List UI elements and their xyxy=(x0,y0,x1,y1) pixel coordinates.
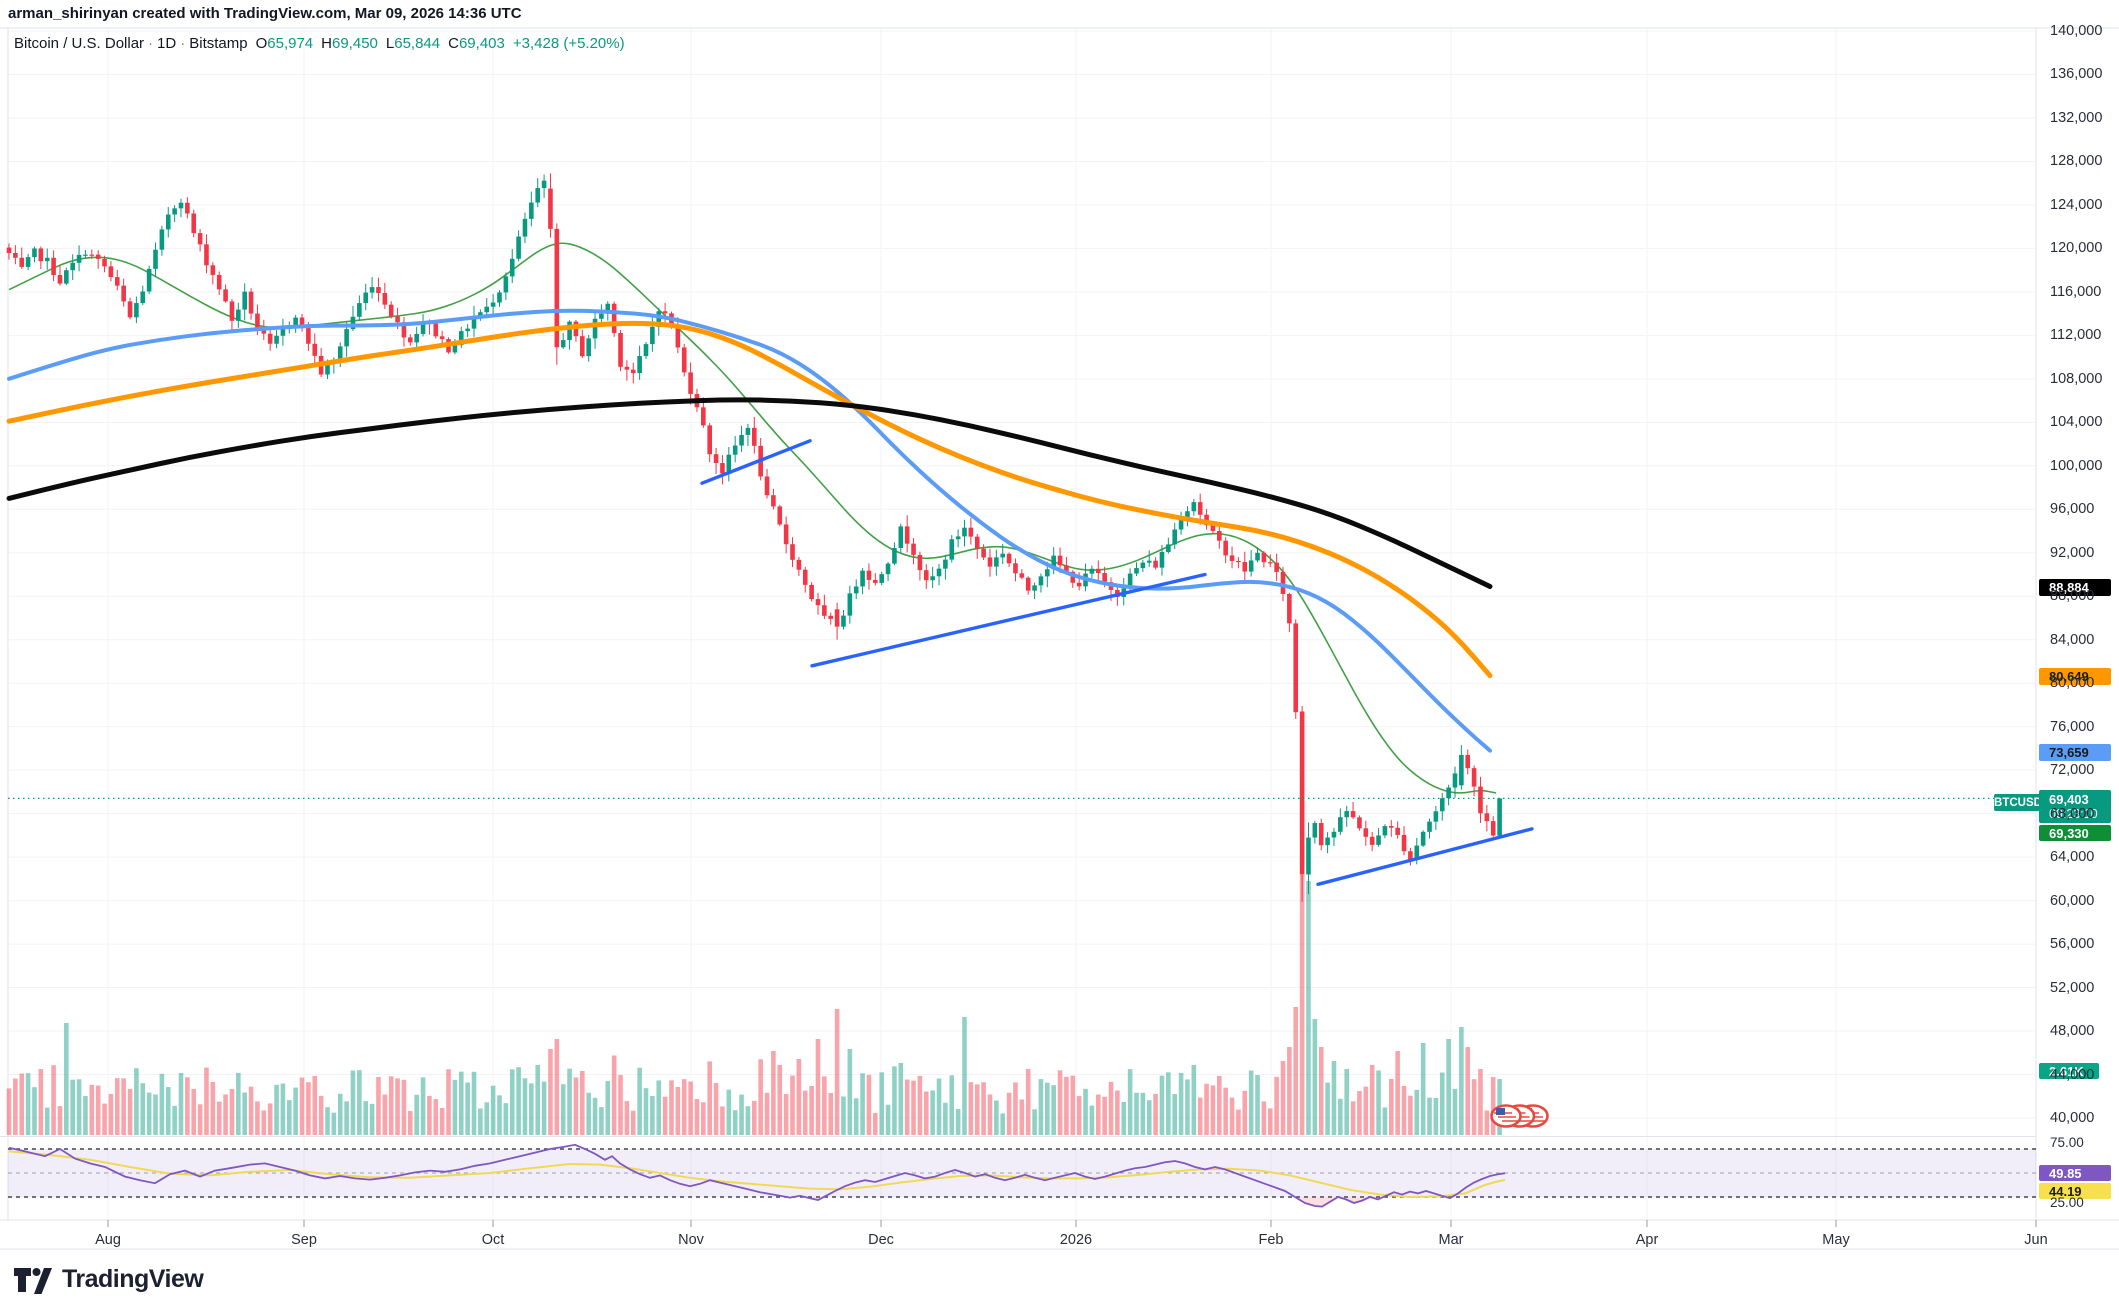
pane-borders xyxy=(0,27,2119,1250)
symbol-legend: Bitcoin / U.S. Dollar · 1D · Bitstamp O65,974… xyxy=(14,35,625,52)
tradingview-logo[interactable]: TradingView xyxy=(14,1265,204,1294)
symbol-price-marker: BTCUSD xyxy=(1994,794,2042,811)
time-axis-label[interactable]: Aug xyxy=(95,1232,121,1248)
price-axis-label[interactable]: 60,000 xyxy=(2050,892,2095,909)
price-axis-label[interactable]: 40,000 xyxy=(2050,1110,2095,1126)
legend-separator: · xyxy=(148,35,154,52)
price-axis-label[interactable]: 76,000 xyxy=(2050,718,2095,735)
price-axis-label[interactable]: 124,000 xyxy=(2050,196,2103,213)
low-value: 65,844 xyxy=(394,35,441,52)
time-axis-ticks xyxy=(107,1220,2037,1227)
time-axis-label[interactable]: Apr xyxy=(1635,1232,1659,1248)
price-axis-label[interactable]: 80,000 xyxy=(2050,675,2095,692)
price-axis-label[interactable]: 88,000 xyxy=(2050,588,2095,605)
price-axis-label[interactable]: 100,000 xyxy=(2050,457,2103,474)
price-axis-label[interactable]: 140,000 xyxy=(2050,23,2103,39)
price-axis-label[interactable]: 52,000 xyxy=(2050,979,2095,996)
exchange-label[interactable]: Bitstamp xyxy=(189,35,248,52)
high-label: H xyxy=(321,35,332,52)
open-value: 65,974 xyxy=(267,35,314,52)
price-axis-label[interactable]: 44,000 xyxy=(2050,1066,2095,1083)
grid-lines xyxy=(8,28,2037,1220)
interval-label[interactable]: 1D xyxy=(157,35,177,52)
rsi-value-tag: 49.85 xyxy=(2039,1165,2111,1181)
time-axis-label[interactable]: Jun xyxy=(2024,1232,2048,1248)
close-label: C xyxy=(448,35,459,52)
tradingview-logo-icon xyxy=(14,1267,52,1294)
legend-separator: · xyxy=(180,35,186,52)
rsi-scale-75[interactable]: 75.00 xyxy=(2050,1135,2084,1150)
volume-value-tag: 2.61K xyxy=(2039,1063,2099,1079)
price-axis-label[interactable]: 120,000 xyxy=(2050,240,2103,257)
price-axis-label[interactable]: 104,000 xyxy=(2050,414,2103,431)
price-axis-label[interactable]: 72,000 xyxy=(2050,762,2095,779)
time-axis-label[interactable]: 2026 xyxy=(1059,1232,1093,1248)
symbol-name[interactable]: Bitcoin / U.S. Dollar xyxy=(14,35,145,52)
attribution-text: arman_shirinyan created with TradingView… xyxy=(8,5,522,22)
open-label: O xyxy=(255,35,268,52)
low-label: L xyxy=(385,35,395,52)
last-price-tag[interactable]: 69,403 09:23:10 xyxy=(2039,790,2111,823)
price-axis-label[interactable]: 48,000 xyxy=(2050,1023,2095,1040)
last-price-value: 69,403 xyxy=(2049,791,2089,807)
rsi-pane xyxy=(8,1143,2036,1208)
price-axis-label[interactable]: 128,000 xyxy=(2050,153,2103,170)
time-axis-label[interactable]: Dec xyxy=(868,1232,894,1248)
high-value: 69,450 xyxy=(332,35,378,52)
price-axis-label[interactable]: 64,000 xyxy=(2050,849,2095,866)
time-axis-label[interactable]: May xyxy=(1822,1232,1850,1248)
ma200-price-tag: 88,884 xyxy=(2039,579,2111,596)
price-axis-label[interactable]: 92,000 xyxy=(2050,544,2095,561)
price-axis-label[interactable]: 84,000 xyxy=(2050,631,2095,648)
ma50-price-tag: 73,659 xyxy=(2039,744,2111,761)
volume-bars xyxy=(6,875,1502,1135)
change-value: +3,428 (+5.20%) xyxy=(512,35,625,52)
price-axis-label[interactable]: 56,000 xyxy=(2050,936,2095,953)
time-axis-label[interactable]: Sep xyxy=(291,1232,317,1248)
price-axis-label[interactable]: 68,000 xyxy=(2050,805,2095,822)
close-value: 69,403 xyxy=(458,35,505,52)
rsi-scale-25[interactable]: 25.00 xyxy=(2050,1195,2084,1210)
bar-countdown: 09:23:10 xyxy=(2049,806,2098,821)
time-axis-label[interactable]: Oct xyxy=(481,1232,505,1248)
price-axis-label[interactable]: 136,000 xyxy=(2050,66,2103,83)
secondary-price-tag: 69,330 xyxy=(2039,825,2111,841)
price-axis-label[interactable]: 132,000 xyxy=(2050,109,2103,126)
time-axis-label[interactable]: Feb xyxy=(1258,1232,1284,1248)
trendline-drawings[interactable] xyxy=(700,439,1534,886)
time-axis-label[interactable]: Nov xyxy=(678,1232,704,1248)
price-axis-label[interactable]: 116,000 xyxy=(2050,283,2102,300)
rsi-ma-value-tag: 44.19 xyxy=(2039,1183,2111,1199)
time-axis-label[interactable]: Mar xyxy=(1438,1232,1464,1248)
price-axis-label[interactable]: 96,000 xyxy=(2050,501,2095,518)
price-axis-label[interactable]: 112,000 xyxy=(2050,327,2102,344)
us-flag-event-icons[interactable] xyxy=(1490,1104,1549,1128)
tradingview-logo-text: TradingView xyxy=(62,1265,204,1293)
ma100-price-tag: 80,649 xyxy=(2039,668,2111,685)
ma-overlays xyxy=(6,308,1493,753)
price-axis-label[interactable]: 108,000 xyxy=(2050,370,2103,387)
